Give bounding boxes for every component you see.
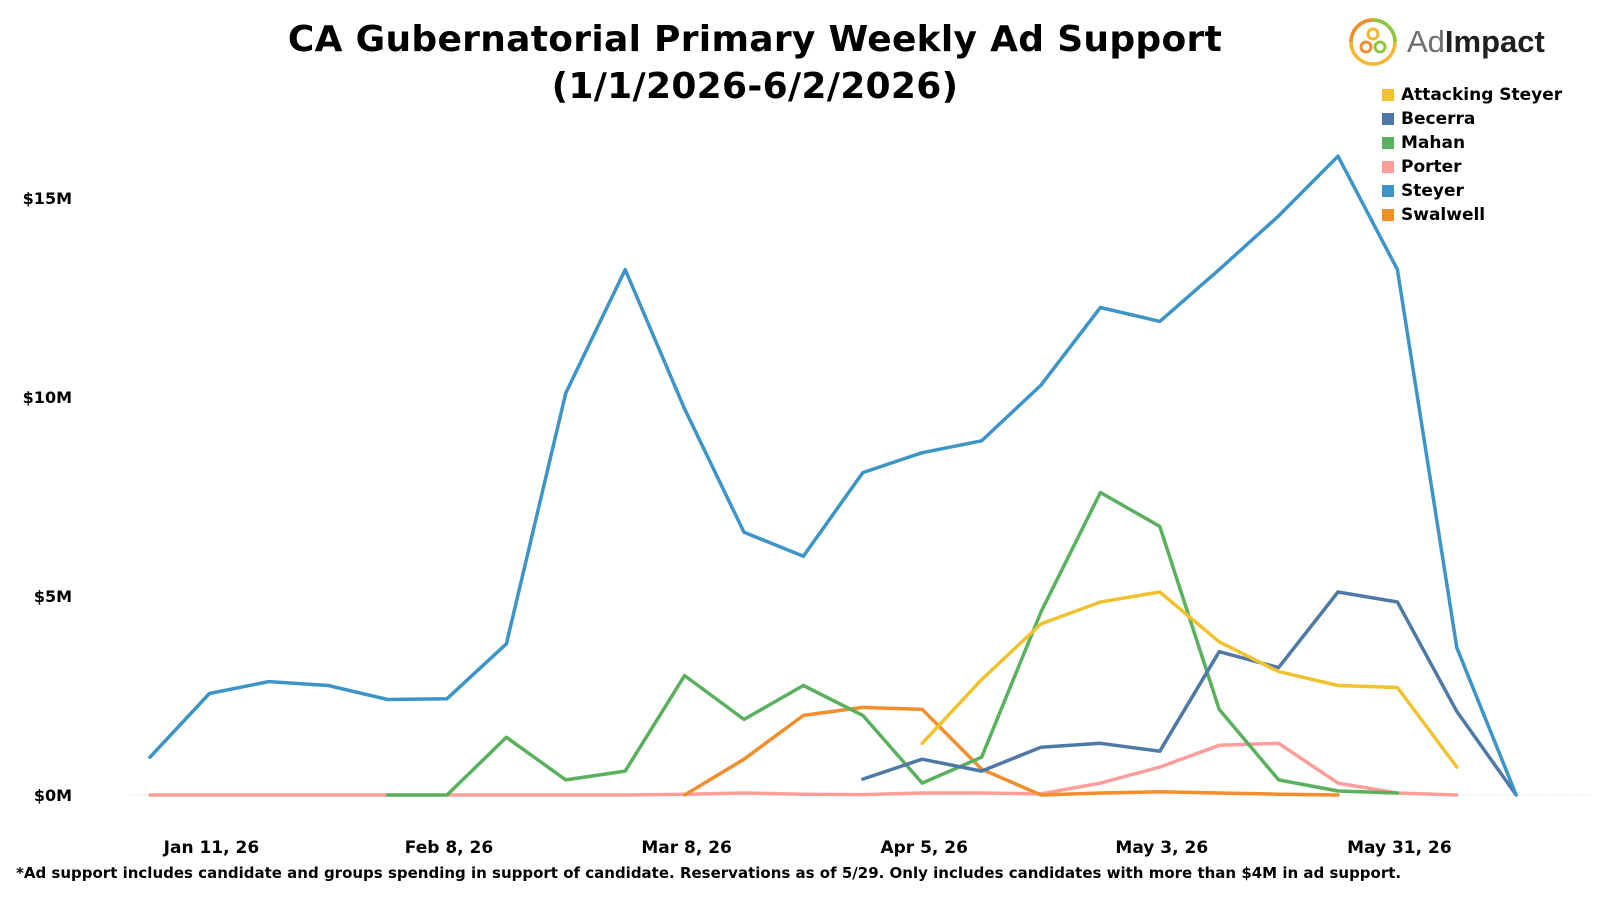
series-line-steyer bbox=[148, 154, 1518, 797]
series-line-mahan bbox=[385, 490, 1400, 797]
adimpact-logo-icon bbox=[1349, 18, 1397, 66]
legend-label: Porter bbox=[1401, 157, 1462, 177]
legend-item: Attacking Steyer bbox=[1382, 83, 1562, 107]
series-line-becerra bbox=[861, 590, 1518, 797]
chart-title-line1: CA Gubernatorial Primary Weekly Ad Suppo… bbox=[287, 19, 1223, 60]
legend-item: Steyer bbox=[1382, 179, 1562, 203]
series-line-swalwell bbox=[682, 705, 1340, 797]
y-tick-label: $10M bbox=[23, 388, 72, 407]
legend-swatch bbox=[1382, 113, 1394, 125]
y-tick-label: $5M bbox=[34, 587, 72, 606]
legend-swatch bbox=[1382, 137, 1394, 149]
series-line-attacking-steyer bbox=[920, 590, 1459, 769]
x-tick-label: May 31, 26 bbox=[1347, 838, 1452, 858]
legend-swatch bbox=[1382, 89, 1394, 101]
chart-title-line2: (1/1/2026-6/2/2026) bbox=[551, 66, 959, 107]
footnote: *Ad support includes candidate and group… bbox=[16, 864, 1402, 882]
legend-label: Attacking Steyer bbox=[1401, 85, 1563, 105]
x-tick-label: Mar 8, 26 bbox=[641, 838, 732, 858]
series-line-porter bbox=[148, 741, 1459, 797]
y-tick-label: $0M bbox=[34, 786, 72, 805]
legend-swatch bbox=[1382, 209, 1394, 221]
legend-item: Swalwell bbox=[1382, 203, 1562, 227]
adimpact-logo: AdImpact bbox=[1347, 14, 1545, 70]
x-tick-label: Feb 8, 26 bbox=[405, 838, 493, 858]
legend-label: Becerra bbox=[1401, 109, 1476, 129]
logo-text-light: Ad bbox=[1407, 24, 1445, 59]
y-tick-label: $15M bbox=[23, 189, 72, 208]
legend-label: Mahan bbox=[1401, 133, 1466, 153]
chart-title: CA Gubernatorial Primary Weekly Ad Suppo… bbox=[170, 16, 1340, 110]
legend-item: Porter bbox=[1382, 155, 1562, 179]
legend-item: Mahan bbox=[1382, 131, 1562, 155]
legend-swatch bbox=[1382, 161, 1394, 173]
legend-swatch bbox=[1382, 185, 1394, 197]
adimpact-logo-text: AdImpact bbox=[1407, 24, 1545, 60]
logo-text-bold: Impact bbox=[1444, 24, 1545, 59]
x-tick-label: May 3, 26 bbox=[1115, 838, 1208, 858]
legend-item: Becerra bbox=[1382, 107, 1562, 131]
chart-legend: Attacking Steyer Becerra Mahan Porter Steyer… bbox=[1382, 83, 1562, 227]
x-tick-label: Apr 5, 26 bbox=[880, 838, 968, 858]
legend-label: Steyer bbox=[1401, 181, 1464, 201]
x-tick-label: Jan 11, 26 bbox=[163, 838, 260, 858]
legend-label: Swalwell bbox=[1401, 205, 1486, 225]
